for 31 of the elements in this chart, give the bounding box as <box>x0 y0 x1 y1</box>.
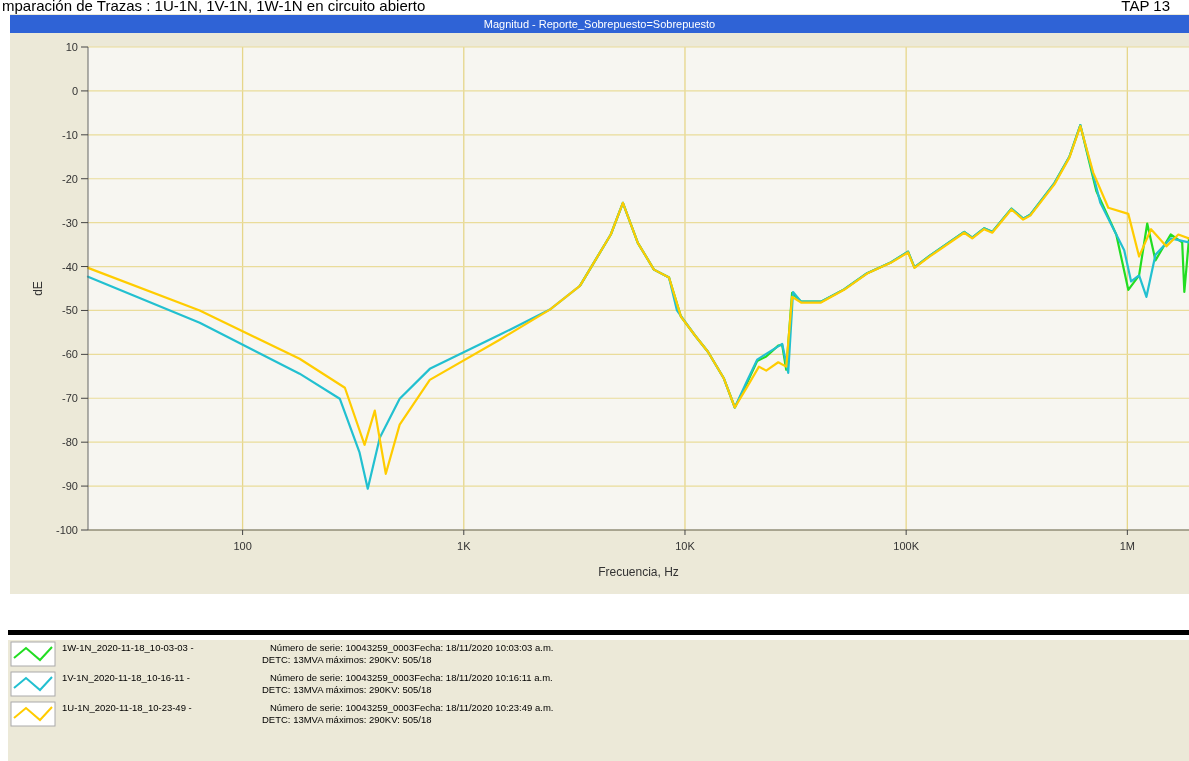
x-tick-label: 100K <box>893 540 920 552</box>
y-tick-label: -80 <box>62 436 78 449</box>
y-tick-label: -20 <box>62 172 78 185</box>
x-tick-label: 1M <box>1119 540 1135 552</box>
y-tick-label: -90 <box>62 480 78 493</box>
y-tick-label: -40 <box>62 260 78 273</box>
y-tick-label: -60 <box>62 348 78 361</box>
y-tick-label: -50 <box>62 304 78 317</box>
text: Número de serie: 10043259_0003Fecha: 18/11/2020 10:23:49 a.m. <box>270 702 554 713</box>
y-axis-title: dE <box>31 281 45 296</box>
y-tick-label: 10 <box>65 41 78 53</box>
legend-label: 1V-1N_2020-11-18_10-16-11 - <box>62 672 190 683</box>
x-tick-label: 100 <box>233 540 252 552</box>
y-tick-label: -70 <box>62 392 78 405</box>
x-axis-title: Frecuencia, Hz <box>598 565 679 579</box>
y-tick-label: 0 <box>71 84 78 97</box>
text: Número de serie: 10043259_0003Fecha: 18/11/2020 10:16:11 a.m. <box>270 672 553 683</box>
y-tick-label: -30 <box>62 216 78 229</box>
legend-label: 1W-1N_2020-11-18_10-03-03 - <box>62 642 194 653</box>
x-tick-label: 1K <box>457 540 472 552</box>
chart-subtitle: Magnitud - Reporte_Sobrepuesto=Sobrepuesto <box>483 18 716 30</box>
text: DETC: 13MVA máximos: 290KV: 505/18 <box>262 654 432 665</box>
text: DETC: 13MVA máximos: 290KV: 505/18 <box>262 684 432 695</box>
x-tick-label: 10K <box>675 540 696 552</box>
y-tick-label: -10 <box>62 128 78 141</box>
text: Número de serie: 10043259_0003Fecha: 18/11/2020 10:03:03 a.m. <box>270 642 554 653</box>
y-tick-label: -100 <box>55 524 78 536</box>
chart-title: mparación de Trazas : 1U-1N, 1V-1N, 1W-1N en circuito abierto <box>2 0 426 14</box>
legend-label: 1U-1N_2020-11-18_10-23-49 - <box>62 702 192 713</box>
text: TAP 13 <box>1121 0 1170 14</box>
text: DETC: 13MVA máximos: 290KV: 505/18 <box>262 714 432 725</box>
